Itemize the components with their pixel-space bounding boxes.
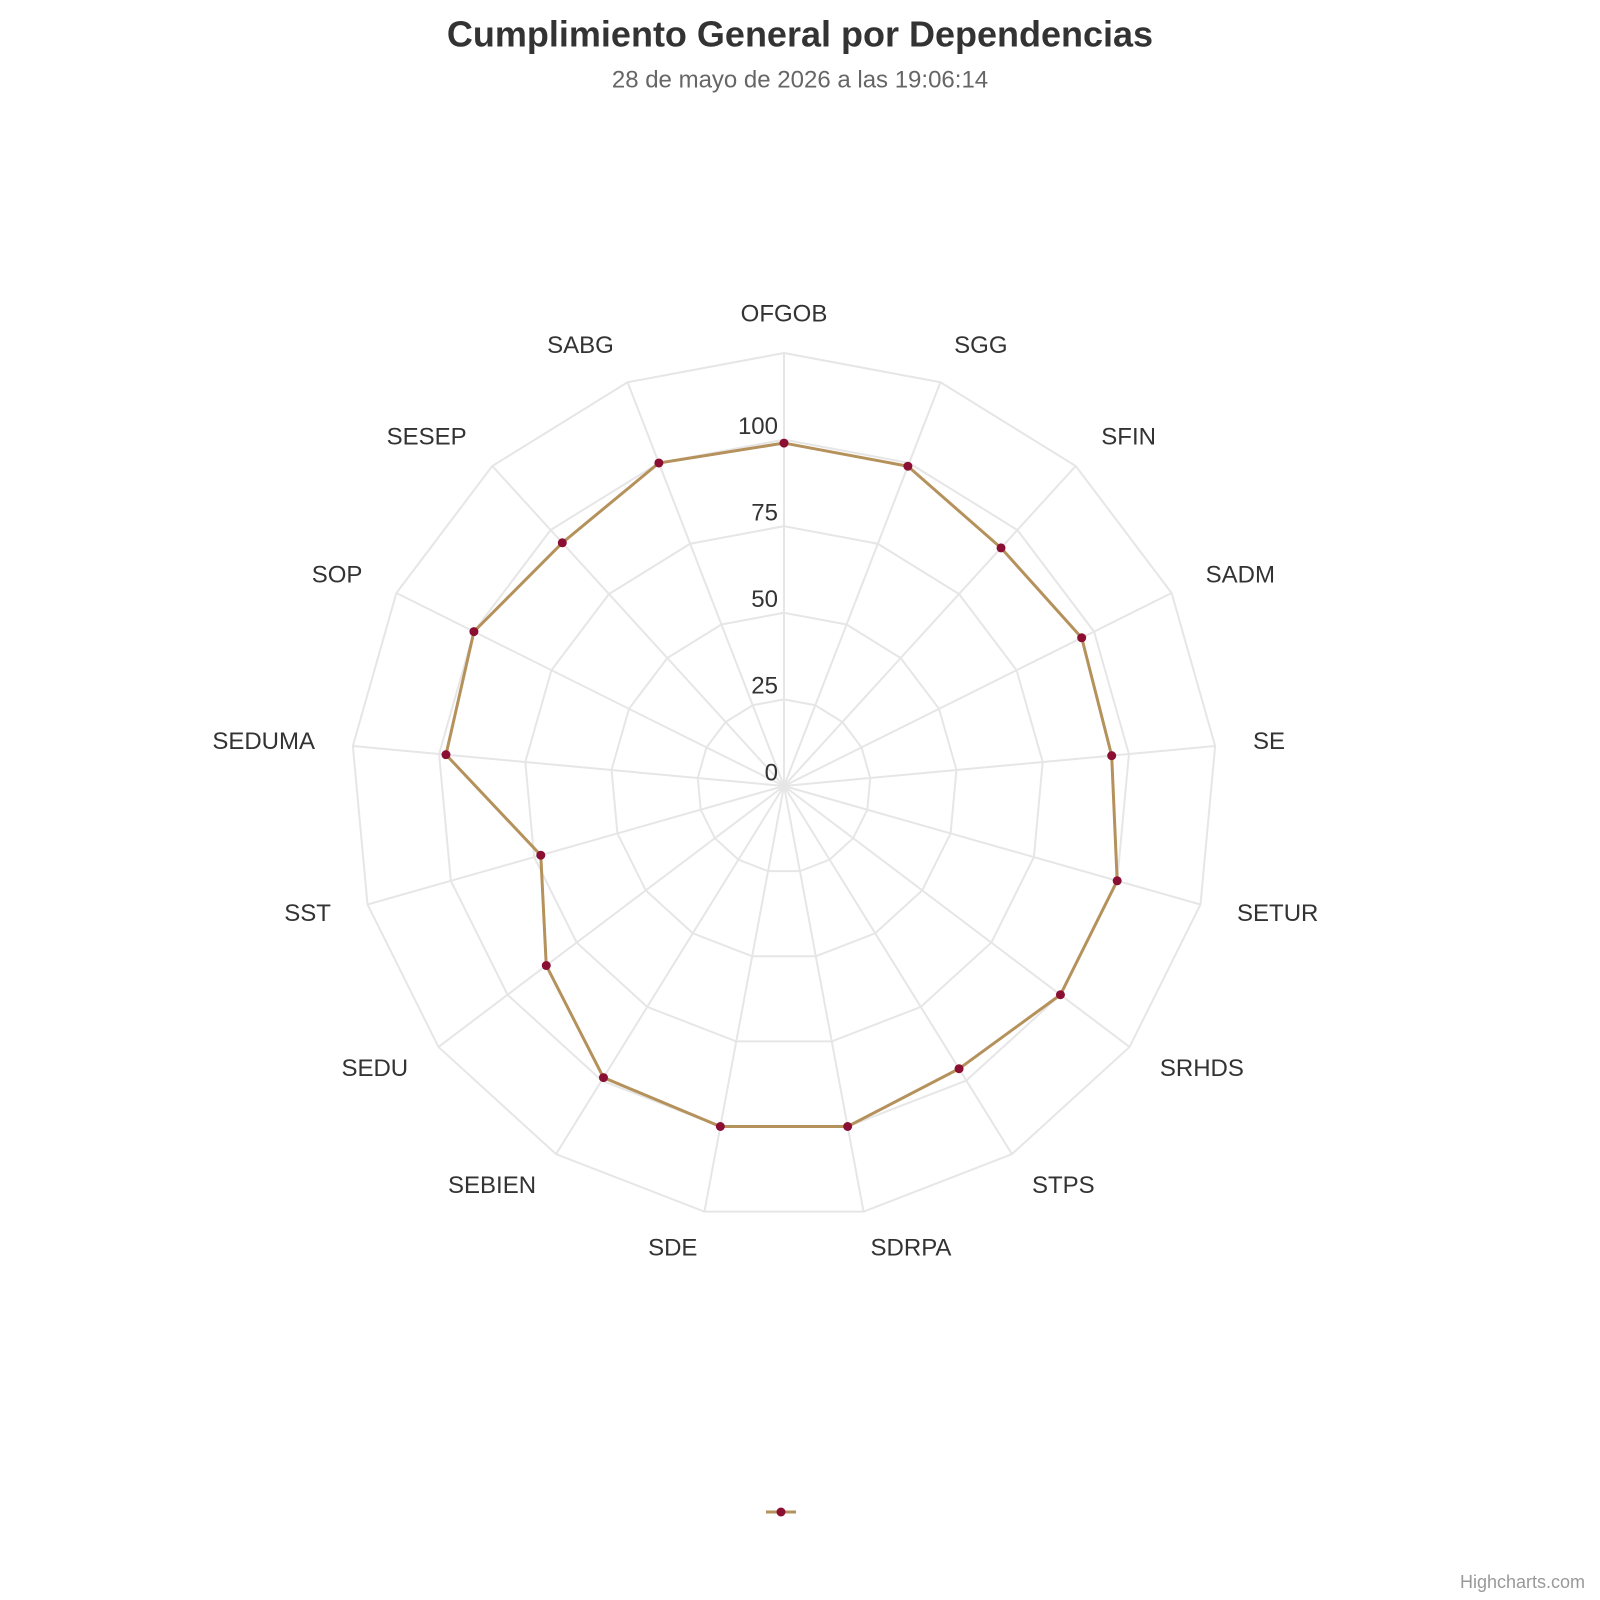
data-point bbox=[598, 1073, 608, 1083]
credits[interactable]: Highcharts.com bbox=[1460, 1572, 1585, 1592]
data-point bbox=[557, 538, 567, 548]
spoke bbox=[783, 785, 865, 1212]
spoke bbox=[783, 785, 1131, 1048]
category-label: SETUR bbox=[1237, 900, 1318, 927]
category-label: SRHDS bbox=[1160, 1055, 1244, 1082]
category-label: SST bbox=[284, 900, 331, 927]
data-point bbox=[541, 961, 551, 971]
y-tick-label: 50 bbox=[751, 586, 778, 613]
category-label: SEBIEN bbox=[448, 1172, 536, 1199]
category-label: SGG bbox=[954, 332, 1007, 359]
chart-title: Cumplimiento General por Dependencias bbox=[447, 14, 1153, 55]
legend-symbol-marker bbox=[776, 1507, 786, 1517]
spoke bbox=[352, 745, 785, 787]
data-point bbox=[654, 458, 664, 468]
category-label: STPS bbox=[1032, 1172, 1095, 1199]
data-point bbox=[1107, 751, 1117, 761]
data-point bbox=[469, 627, 479, 637]
spoke bbox=[437, 785, 785, 1048]
series-line bbox=[444, 441, 1119, 1129]
spoke bbox=[783, 785, 1201, 906]
spoke bbox=[555, 785, 785, 1155]
category-label: SFIN bbox=[1101, 423, 1156, 450]
grid-line bbox=[610, 611, 958, 958]
data-point bbox=[441, 750, 451, 760]
y-tick-label: 75 bbox=[751, 500, 778, 527]
spoke bbox=[703, 785, 785, 1212]
data-point bbox=[1077, 633, 1087, 643]
data-point bbox=[779, 438, 789, 448]
y-tick-label: 0 bbox=[765, 759, 778, 786]
spoke bbox=[395, 592, 785, 787]
spoke bbox=[783, 465, 1077, 787]
category-label: SESEP bbox=[387, 423, 467, 450]
category-label: SDE bbox=[648, 1234, 697, 1261]
spoke bbox=[783, 592, 1173, 787]
grid-line bbox=[696, 698, 872, 873]
data-point bbox=[536, 850, 546, 860]
data-point bbox=[954, 1064, 964, 1074]
data-point bbox=[715, 1122, 725, 1132]
data-point bbox=[903, 461, 913, 471]
category-label: SDRPA bbox=[871, 1234, 952, 1261]
spoke bbox=[783, 785, 1013, 1155]
data-point bbox=[1112, 876, 1122, 886]
spoke bbox=[626, 381, 785, 787]
y-tick-label: 25 bbox=[751, 673, 778, 700]
axis-frame bbox=[351, 351, 1217, 1213]
category-label: SEDUMA bbox=[212, 728, 315, 755]
category-label: SEDU bbox=[341, 1055, 408, 1082]
chart-subtitle: 28 de mayo de 2026 a las 19:06:14 bbox=[612, 66, 988, 93]
category-label: SABG bbox=[547, 332, 614, 359]
data-point bbox=[996, 543, 1006, 553]
spoke bbox=[783, 381, 942, 787]
category-label: SE bbox=[1253, 728, 1285, 755]
category-label: SOP bbox=[312, 561, 363, 588]
y-tick-label: 100 bbox=[738, 413, 778, 440]
spoke bbox=[783, 745, 1216, 787]
category-label: SADM bbox=[1206, 561, 1275, 588]
data-point bbox=[843, 1122, 853, 1132]
spoke bbox=[491, 465, 785, 787]
spoke bbox=[367, 785, 785, 906]
grid-line bbox=[524, 525, 1044, 1043]
data-point bbox=[1055, 990, 1065, 1000]
category-label: OFGOB bbox=[741, 300, 828, 327]
